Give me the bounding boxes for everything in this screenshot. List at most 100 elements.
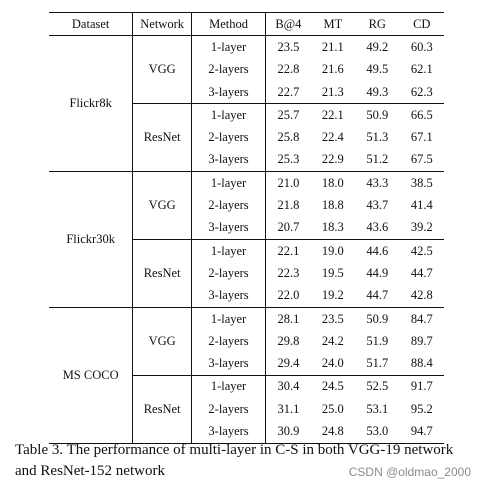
table-row: ResNet 1-layer 30.4 24.5 52.5 91.7 — [49, 374, 444, 444]
metric-mt-cell: 24.2 — [321, 333, 344, 348]
metric-rg-cell: 43.7 — [366, 198, 389, 213]
header-b4: B@4 — [275, 16, 302, 31]
metric-rg-cell: 43.3 — [366, 175, 389, 190]
metric-mt-cell: 24.0 — [321, 356, 344, 371]
results-table: Dataset Network Method B@4 MT RG CD Flic… — [49, 12, 444, 444]
metric-mt-cell: 22.1 — [310, 103, 356, 127]
metric-rg-cell: 50.9 — [355, 103, 400, 127]
metric-mt-cell: 22.4 — [321, 130, 344, 145]
metric-rg-cell: 51.7 — [366, 356, 389, 371]
metric-b4-cell: 22.1 — [265, 238, 311, 263]
header-method: Method — [191, 12, 267, 36]
metric-mt-cell: 25.0 — [321, 401, 344, 416]
method-cell: 2-layers — [191, 194, 267, 217]
metric-b4-cell: 21.8 — [277, 198, 300, 213]
metric-rg-cell: 51.2 — [366, 152, 389, 167]
method-cell: 2-layers — [191, 126, 267, 149]
metric-b4-cell: 31.1 — [277, 401, 300, 416]
metric-cd-cell: 41.4 — [410, 198, 433, 213]
metric-mt-cell: 19.2 — [321, 288, 344, 303]
metric-cd-cell: 39.2 — [410, 220, 433, 235]
metric-rg-cell: 51.9 — [366, 333, 389, 348]
metric-b4-cell: 21.0 — [277, 175, 300, 190]
metric-mt-cell: 24.5 — [310, 374, 356, 399]
dataset-group: Flickr30k VGG 1-layer 21.0 18.0 43.3 38.5 2-lay… — [49, 171, 444, 308]
dataset-group: Flickr8k VGG 1-layer 23.5 21.1 49.2 60.3 2-laye… — [49, 35, 444, 172]
method-cell: 3-layers — [191, 352, 267, 376]
table-row: 3-layers 20.7 18.3 43.6 39.2 — [49, 216, 444, 240]
method-cell: 3-layers — [191, 148, 267, 172]
table-row: 3-layers 29.4 24.0 51.7 88.4 — [49, 352, 444, 376]
method-cell: 3-layers — [191, 216, 267, 240]
method-cell: 3-layers — [191, 420, 267, 444]
method-cell: 1-layer — [191, 238, 267, 263]
metric-b4-cell: 22.3 — [277, 265, 300, 280]
metric-mt-cell: 19.5 — [321, 265, 344, 280]
metric-mt-cell: 18.0 — [321, 175, 344, 190]
table-row: 3-layers 30.9 24.8 53.0 94.7 — [49, 420, 444, 444]
network-name: VGG — [132, 307, 192, 376]
metric-b4-cell: 20.7 — [277, 220, 300, 235]
metric-cd-cell: 94.7 — [410, 423, 433, 438]
metric-mt-cell: 21.1 — [321, 39, 344, 54]
metric-rg-cell: 53.0 — [366, 423, 389, 438]
metric-mt-cell: 24.8 — [321, 423, 344, 438]
metric-cd-cell: 42.5 — [399, 238, 444, 263]
table-row: MS COCO VGG 1-layer 28.1 23.5 50.9 84.7 — [49, 307, 444, 444]
metric-mt-cell: 21.6 — [321, 62, 344, 77]
metric-rg-cell: 49.3 — [366, 84, 389, 99]
table-row: Flickr8k VGG 1-layer 23.5 21.1 49.2 60.3 — [49, 35, 444, 172]
metric-mt-cell: 18.3 — [321, 220, 344, 235]
metric-b4-cell: 22.0 — [277, 288, 300, 303]
dataset-group: MS COCO VGG 1-layer 28.1 23.5 50.9 84.7 2-layer… — [49, 307, 444, 444]
table-row: 3-layers 22.0 19.2 44.7 42.8 — [49, 284, 444, 308]
method-cell: 2-layers — [191, 330, 267, 353]
metric-b4-cell: 25.8 — [277, 130, 300, 145]
metric-b4-cell: 23.5 — [277, 39, 300, 54]
metric-rg-cell: 50.9 — [366, 311, 389, 326]
metric-mt-cell: 21.3 — [321, 84, 344, 99]
metric-mt-cell: 18.8 — [321, 198, 344, 213]
method-cell: 2-layers — [191, 398, 267, 421]
metric-b4-cell: 22.8 — [277, 62, 300, 77]
watermark: CSDN @oldmao_2000 — [348, 465, 471, 479]
metric-mt-cell: 23.5 — [321, 311, 344, 326]
metric-rg-cell: 49.5 — [366, 62, 389, 77]
table-row: ResNet 1-layer 22.1 19.0 44.6 42.5 — [49, 238, 444, 308]
table-row: Flickr30k VGG 1-layer 21.0 18.0 43.3 38.5 — [49, 171, 444, 308]
method-cell: 2-layers — [191, 58, 267, 81]
metric-rg-cell: 44.7 — [366, 288, 389, 303]
metric-b4-cell: 29.4 — [277, 356, 300, 371]
metric-b4-cell: 25.3 — [277, 152, 300, 167]
table-row: 2-layers 31.1 25.0 53.1 95.2 — [49, 398, 444, 421]
metric-cd-cell: 89.7 — [410, 333, 433, 348]
metric-cd-cell: 62.3 — [410, 84, 433, 99]
metric-rg-cell: 49.2 — [366, 39, 389, 54]
method-cell: 1-layer — [191, 171, 267, 195]
dataset-name: Flickr8k — [49, 35, 134, 172]
metric-b4-cell: 25.7 — [265, 103, 311, 127]
method-cell: 3-layers — [191, 80, 267, 104]
table-caption: Table 3. The performance of multi-layer … — [15, 442, 454, 479]
metric-rg-cell: 51.3 — [366, 130, 389, 145]
metric-rg-cell: 53.1 — [366, 401, 389, 416]
table-row: ResNet 1-layer 25.7 22.1 50.9 66.5 — [49, 103, 444, 172]
method-cell: 1-layer — [191, 103, 267, 127]
metric-b4-cell: 29.8 — [277, 333, 300, 348]
metric-cd-cell: 62.1 — [410, 62, 433, 77]
table-row: 2-layers 22.3 19.5 44.9 44.7 — [49, 262, 444, 285]
metric-cd-cell: 67.1 — [410, 130, 433, 145]
table-row: 2-layers 29.8 24.2 51.9 89.7 — [49, 330, 444, 353]
metric-mt-cell: 19.0 — [310, 238, 356, 263]
method-cell: 1-layer — [191, 374, 267, 399]
method-cell: 2-layers — [191, 262, 267, 285]
network-name: ResNet — [132, 374, 192, 444]
metric-cd-cell: 95.2 — [410, 401, 433, 416]
network-name: VGG — [132, 171, 192, 240]
network-name: ResNet — [132, 238, 192, 308]
network-name: VGG — [132, 35, 192, 104]
metric-rg-cell: 44.9 — [366, 265, 389, 280]
header-network: Network — [132, 12, 192, 36]
metric-rg-cell: 44.6 — [355, 238, 400, 263]
network-name: ResNet — [132, 103, 192, 172]
